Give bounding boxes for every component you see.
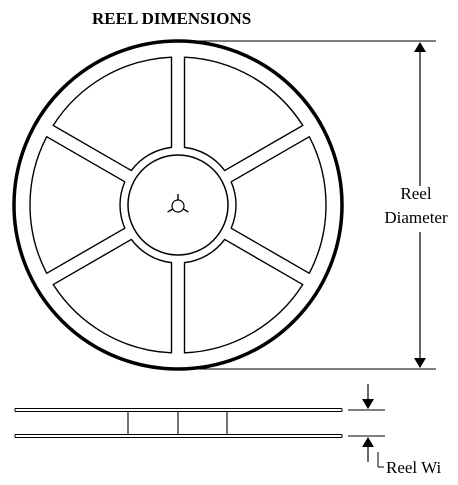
reel-diameter-label-line1: Reel bbox=[400, 184, 431, 203]
reel-width-label: Reel Wi bbox=[386, 458, 441, 477]
center-hole bbox=[167, 194, 189, 213]
spoke-window-2 bbox=[230, 136, 327, 274]
spoke-window-6 bbox=[52, 56, 173, 172]
diagram-title: REEL DIMENSIONS bbox=[92, 9, 251, 28]
reel-diameter-label-line2: Diameter bbox=[384, 208, 448, 227]
reel-spoke-windows bbox=[29, 56, 327, 354]
reel-hub bbox=[127, 154, 229, 256]
spoke-window-1 bbox=[183, 56, 304, 172]
spoke-window-3 bbox=[183, 238, 304, 354]
reel-outer-rim bbox=[12, 39, 344, 371]
spoke-window-4 bbox=[52, 238, 173, 354]
reel-side-view bbox=[14, 407, 343, 439]
spoke-window-5 bbox=[29, 136, 126, 274]
